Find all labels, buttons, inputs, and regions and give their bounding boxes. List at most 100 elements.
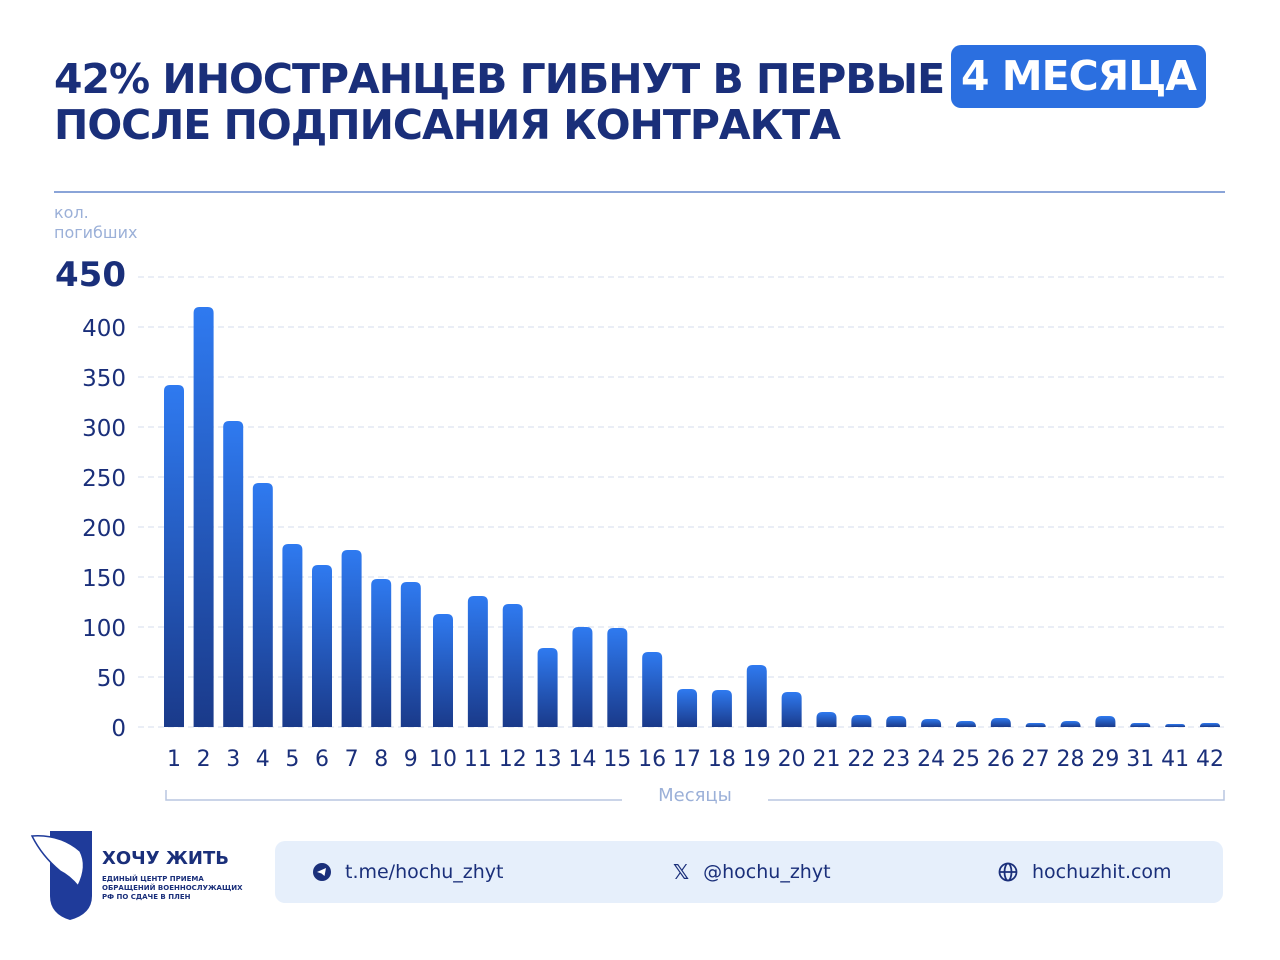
x-tick-label: 41 (1161, 747, 1189, 772)
bar-18 (711, 690, 732, 727)
bar-27 (1025, 723, 1046, 727)
x-tick-label: 28 (1057, 747, 1085, 772)
y-tick-label: 100 (82, 616, 126, 642)
x-axis-bracket (165, 790, 1225, 801)
x-tick-label: 24 (917, 747, 945, 772)
x-tick-label: 20 (778, 747, 806, 772)
bar-15 (607, 628, 628, 727)
divider (54, 191, 1225, 193)
website-text: hochuzhit.com (1032, 861, 1172, 883)
bar-41 (1165, 724, 1186, 727)
highlight-badge: 4 МЕСЯЦА (951, 45, 1206, 108)
x-axis-label: Месяцы (658, 785, 732, 806)
y-tick-label: 150 (82, 566, 126, 592)
bar-25 (955, 721, 976, 727)
bar-26 (990, 718, 1011, 727)
bar-23 (886, 716, 907, 727)
y-tick-label: 50 (97, 666, 126, 692)
bar-29 (1095, 716, 1116, 727)
bar-16 (642, 652, 663, 727)
bar-4 (252, 483, 273, 727)
x-tick-label: 9 (404, 747, 418, 772)
logo-title: ХОЧУ ЖИТЬ (102, 848, 229, 869)
x-tick-label: 1 (167, 747, 181, 772)
x-tick-label: 42 (1196, 747, 1224, 772)
title-line-1: 42% ИНОСТРАНЦЕВ ГИБНУТ В ПЕРВЫЕ (54, 55, 945, 103)
x-tick-label: 27 (1022, 747, 1050, 772)
logo-subtitle: ЕДИНЫЙ ЦЕНТР ПРИЕМА ОБРАЩЕНИЙ ВОЕННОСЛУЖ… (102, 875, 243, 902)
bar-11 (467, 596, 488, 727)
footer-links: t.me/hochu_zhyt 𝕏 @hochu_zhyt hochuzhit.… (275, 841, 1223, 903)
logo-subtitle-3: РФ ПО СДАЧЕ В ПЛЕН (102, 893, 191, 901)
x-tick-label: 22 (847, 747, 875, 772)
y-tick-label: 250 (82, 466, 126, 492)
bar-8 (371, 579, 392, 727)
x-text: @hochu_zhyt (703, 861, 831, 883)
bar-1 (164, 385, 184, 727)
bar-9 (400, 582, 421, 727)
x-tick-label: 12 (499, 747, 527, 772)
x-tick-label: 5 (285, 747, 299, 772)
y-tick-label: 350 (82, 366, 126, 392)
x-tick-label: 13 (534, 747, 562, 772)
y-axis-label-line-2: погибших (54, 223, 138, 242)
x-tick-label: 4 (256, 747, 270, 772)
y-tick-label: 400 (82, 316, 126, 342)
logo-emblem (30, 831, 92, 920)
bar-24 (921, 719, 942, 727)
telegram-text: t.me/hochu_zhyt (345, 861, 504, 883)
x-tick-label: 3 (226, 747, 240, 772)
page-title: 42% ИНОСТРАНЦЕВ ГИБНУТ В ПЕРВЫЕ ПОСЛЕ ПО… (54, 55, 945, 149)
logo-subtitle-1: ЕДИНЫЙ ЦЕНТР ПРИЕМА (102, 875, 204, 883)
y-tick-label: 300 (82, 416, 126, 442)
x-tick-label: 15 (603, 747, 631, 772)
x-tick-label: 26 (987, 747, 1015, 772)
logo-subtitle-2: ОБРАЩЕНИЙ ВОЕННОСЛУЖАЩИХ (102, 884, 243, 892)
y-tick-label: 450 (55, 255, 126, 295)
x-tick-label: 29 (1091, 747, 1119, 772)
telegram-icon (313, 863, 331, 881)
bar-13 (537, 648, 558, 727)
x-tick-label: 10 (429, 747, 457, 772)
bar-20 (781, 692, 802, 727)
bar-19 (746, 665, 767, 727)
x-icon: 𝕏 (673, 860, 690, 884)
x-tick-label: 19 (743, 747, 771, 772)
x-tick-label: 11 (464, 747, 492, 772)
website-link[interactable]: hochuzhit.com (998, 841, 1172, 903)
bar-12 (502, 604, 523, 727)
bar-17 (677, 689, 698, 727)
y-tick-label: 0 (111, 716, 126, 742)
title-line-2: ПОСЛЕ ПОДПИСАНИЯ КОНТРАКТА (54, 101, 841, 149)
x-tick-label: 21 (813, 747, 841, 772)
bar-28 (1060, 721, 1081, 727)
bar-5 (282, 544, 303, 727)
x-link[interactable]: 𝕏 @hochu_zhyt (673, 841, 831, 903)
x-tick-label: 18 (708, 747, 736, 772)
bar-22 (851, 715, 872, 727)
bar-31 (1130, 723, 1151, 727)
bar-14 (572, 627, 593, 727)
bar-3 (223, 421, 244, 727)
x-tick-label: 2 (197, 747, 211, 772)
x-tick-label: 23 (882, 747, 910, 772)
bar-7 (341, 550, 362, 727)
x-tick-label: 8 (374, 747, 388, 772)
x-tick-label: 14 (568, 747, 596, 772)
x-tick-label: 17 (673, 747, 701, 772)
x-tick-label: 31 (1126, 747, 1154, 772)
y-axis-label: кол. погибших (54, 203, 137, 243)
bar-10 (433, 614, 453, 727)
x-tick-label: 6 (315, 747, 329, 772)
x-tick-label: 16 (638, 747, 666, 772)
bar-21 (816, 712, 837, 727)
telegram-link[interactable]: t.me/hochu_zhyt (313, 841, 504, 903)
bar-6 (312, 565, 332, 727)
y-tick-label: 200 (82, 516, 126, 542)
x-tick-label: 25 (952, 747, 980, 772)
x-tick-label: 7 (345, 747, 359, 772)
globe-icon (998, 862, 1018, 882)
bar-2 (193, 307, 214, 727)
y-axis-label-line-1: кол. (54, 203, 89, 222)
